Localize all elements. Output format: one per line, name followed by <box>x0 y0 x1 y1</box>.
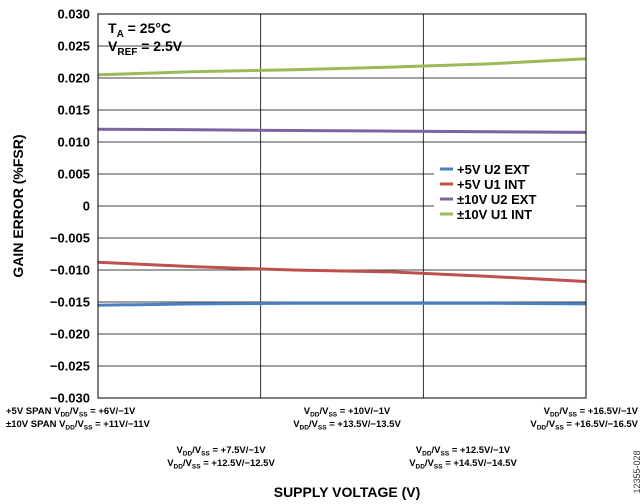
y-tick-label: −0.025 <box>50 359 90 374</box>
legend-background <box>434 160 576 227</box>
y-tick-label: −0.030 <box>50 391 90 406</box>
x-condition-label: ±10V SPAN VDD/VSS = +11V/−11V <box>6 419 150 432</box>
legend-label: +5V U2 EXT <box>457 162 530 177</box>
x-condition-labels: +5V SPAN VDD/VSS = +6V/−1V±10V SPAN VDD/… <box>6 406 639 471</box>
x-condition-label: +5V SPAN VDD/VSS = +6V/−1V <box>6 406 136 419</box>
x-condition-label: VDD/VSS = +16.5V/−16.5V <box>530 419 638 432</box>
series-line <box>97 301 587 307</box>
legend-label: +5V U1 INT <box>457 177 525 192</box>
annotation-temperature: TA = 25°C <box>108 20 171 40</box>
y-tick-label: 0.025 <box>57 39 90 54</box>
x-condition-label: VDD/VSS = +12.5V/−1V <box>416 445 511 458</box>
x-condition-label: VDD/VSS = +7.5V/−1V <box>176 445 266 458</box>
x-condition-label: VDD/VSS = +10V/−1V <box>304 406 391 419</box>
series-lines <box>97 57 587 307</box>
x-condition-label: VDD/VSS = +13.5V/−13.5V <box>293 419 401 432</box>
y-tick-label: −0.005 <box>50 231 90 246</box>
x-condition-label: VDD/VSS = +16.5V/−1V <box>544 406 639 419</box>
y-tick-label: 0.005 <box>57 167 90 182</box>
plot-frame <box>97 13 587 399</box>
y-tick-label: 0 <box>83 199 90 214</box>
series-line <box>97 127 587 134</box>
x-condition-label: VDD/VSS = +12.5V/−12.5V <box>167 458 275 471</box>
legend: +5V U2 EXT+5V U1 INT±10V U2 EXT±10V U1 I… <box>434 160 576 227</box>
y-tick-label: 0.015 <box>57 103 90 118</box>
y-tick-label: 0.010 <box>57 135 90 150</box>
x-axis-title: SUPPLY VOLTAGE (V) <box>274 484 421 500</box>
y-tick-label: −0.020 <box>50 327 90 342</box>
annotation-vref: VREF = 2.5V <box>108 38 183 58</box>
y-tick-label: 0.020 <box>57 71 90 86</box>
figure-id: 12355-028 <box>632 450 642 493</box>
legend-label: ±10V U1 INT <box>457 207 532 222</box>
y-axis-title: GAIN ERROR (%FSR) <box>10 134 26 277</box>
y-tick-labels: 0.030 0.025 0.020 0.015 0.010 0.005 0 −0.005 −0.… <box>50 7 90 406</box>
legend-label: ±10V U2 EXT <box>457 192 536 207</box>
x-condition-label: VDD/VSS = +14.5V/−14.5V <box>409 458 517 471</box>
series-line <box>97 260 587 283</box>
condition-annotation: TA = 25°C VREF = 2.5V <box>108 20 183 58</box>
y-tick-label: −0.015 <box>50 295 90 310</box>
y-tick-label: −0.010 <box>50 263 90 278</box>
series-line <box>97 57 587 77</box>
y-tick-label: 0.030 <box>57 7 90 22</box>
